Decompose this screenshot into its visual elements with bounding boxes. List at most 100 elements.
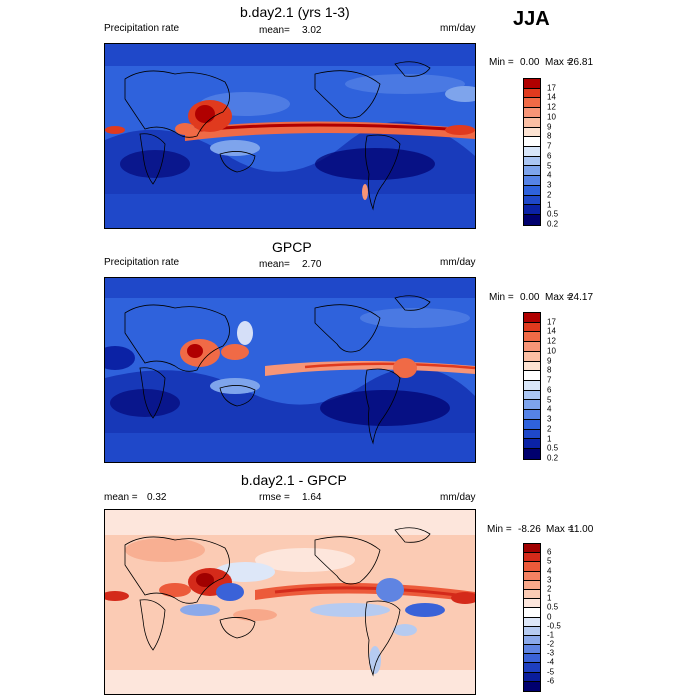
colorbar-swatch — [524, 390, 540, 401]
panel-3-mean-value: 0.32 — [147, 492, 167, 503]
colorbar-swatch — [524, 176, 540, 186]
colorbar-swatch — [524, 127, 540, 138]
panel-2-min-label: Min = — [489, 292, 514, 303]
panel-2-mean-value: 2.70 — [302, 259, 322, 270]
colorbar-swatch — [524, 185, 540, 196]
colorbar-tick-label: 10 — [547, 346, 556, 356]
colorbar-tick-label: 0.5 — [547, 209, 559, 219]
colorbar-tick-label: -6 — [547, 676, 555, 686]
colorbar-swatch — [524, 381, 540, 391]
colorbar-tick-label: 14 — [547, 326, 556, 336]
colorbar-swatch — [524, 553, 540, 563]
colorbar-swatch — [524, 439, 540, 450]
colorbar-tick-label: 0.2 — [547, 453, 559, 463]
colorbar-tick-label: 7 — [547, 375, 552, 385]
colorbar-tick-label: 0.2 — [547, 219, 559, 229]
panel-2-max-value: 24.17 — [568, 292, 594, 303]
panel-2-precipitation-map — [104, 277, 476, 463]
panel-3-min-value: -8.26 — [518, 524, 541, 535]
colorbar-tick-label: 1 — [547, 434, 552, 444]
colorbar-swatch — [524, 429, 540, 440]
panel-1-min-label: Min = — [489, 57, 514, 68]
colorbar-swatch — [524, 608, 540, 618]
colorbar-tick-label: 0.5 — [547, 443, 559, 453]
colorbar-swatch — [524, 635, 540, 646]
panel-1-variable-label: Precipitation rate — [104, 23, 180, 34]
colorbar-tick-label: 5 — [547, 395, 552, 405]
panel-1-colorbar-ticks: 17 14 12 10 9 8 7 6 5 4 3 2 1 0.5 0.2 — [547, 78, 587, 228]
colorbar-tick-label: 7 — [547, 141, 552, 151]
colorbar-swatch — [524, 79, 540, 89]
colorbar-tick-label: 17 — [547, 317, 556, 327]
panel-2-max-label: Max = — [545, 292, 573, 303]
colorbar-swatch — [524, 166, 540, 177]
colorbar-tick-label: 2 — [547, 424, 552, 434]
colorbar-swatch — [524, 205, 540, 216]
colorbar-swatch — [524, 617, 540, 627]
colorbar-tick-label: 9 — [547, 122, 552, 132]
colorbar-swatch — [524, 562, 540, 572]
panel-1-mean-label: mean= — [259, 25, 290, 36]
colorbar-tick-label: 8 — [547, 131, 552, 141]
colorbar-tick-label: 17 — [547, 83, 556, 93]
colorbar-swatch — [524, 580, 540, 590]
colorbar-tick-label: 6 — [547, 385, 552, 395]
colorbar-tick-label: 9 — [547, 356, 552, 366]
colorbar-tick-label: 3 — [547, 575, 552, 585]
panel-1-min-value: 0.00 — [520, 57, 540, 68]
panel-3-max-label: Max = — [546, 524, 574, 535]
colorbar-tick-label: 0 — [547, 612, 552, 621]
colorbar-swatch — [524, 449, 540, 459]
colorbar-swatch — [524, 410, 540, 420]
colorbar-swatch — [524, 626, 540, 636]
colorbar-swatch — [524, 544, 540, 554]
panel-3-units: mm/day — [440, 492, 476, 503]
colorbar-tick-label: -4 — [547, 657, 555, 667]
panel-3-colorbar-ticks: 6 5 4 3 2 1 0.5 0 -0.5 -1 -2 -3 -4 -5 -6 — [547, 543, 587, 690]
colorbar-tick-label: 3 — [547, 414, 552, 424]
colorbar-swatch — [524, 672, 540, 682]
colorbar-tick-label: -1 — [547, 630, 555, 640]
panel-2-mean-label: mean= — [259, 259, 290, 270]
panel-3-colorbar — [523, 543, 541, 692]
colorbar-tick-label: -3 — [547, 648, 555, 658]
colorbar-swatch — [524, 351, 540, 362]
colorbar-swatch — [524, 156, 540, 167]
panel-3-title: b.day2.1 - GPCP — [241, 472, 347, 488]
colorbar-tick-label: -5 — [547, 667, 555, 677]
panel-1-title: b.day2.1 (yrs 1-3) — [240, 4, 350, 20]
panel-3-mean-label: mean = — [104, 492, 138, 503]
season-label: JJA — [513, 8, 550, 30]
panel-3-min-label: Min = — [487, 524, 512, 535]
colorbar-swatch — [524, 599, 540, 609]
colorbar-tick-label: 2 — [547, 584, 552, 594]
colorbar-swatch — [524, 332, 540, 343]
panel-1-max-label: Max = — [545, 57, 573, 68]
panel-3-max-value: 11.00 — [569, 524, 594, 535]
colorbar-tick-label: -0.5 — [547, 621, 561, 631]
colorbar-tick-label: 3 — [547, 180, 552, 190]
colorbar-tick-label: 12 — [547, 336, 556, 346]
panel-2-title: GPCP — [272, 239, 312, 255]
colorbar-tick-label: 14 — [547, 92, 556, 102]
colorbar-swatch — [524, 313, 540, 323]
colorbar-tick-label: 8 — [547, 365, 552, 375]
colorbar-swatch — [524, 342, 540, 352]
colorbar-tick-label: 6 — [547, 151, 552, 161]
panel-2-units: mm/day — [440, 257, 476, 268]
panel-1-max-value: 26.81 — [568, 57, 594, 68]
colorbar-swatch — [524, 371, 540, 382]
colorbar-tick-label: 4 — [547, 404, 552, 414]
colorbar-swatch — [524, 571, 540, 581]
colorbar-swatch — [524, 400, 540, 411]
colorbar-swatch — [524, 195, 540, 206]
colorbar-tick-label: 4 — [547, 566, 552, 576]
colorbar-tick-label: -2 — [547, 639, 555, 649]
colorbar-swatch — [524, 88, 540, 99]
colorbar-tick-label: 4 — [547, 170, 552, 180]
colorbar-swatch — [524, 98, 540, 109]
colorbar-tick-label: 2 — [547, 190, 552, 200]
colorbar-swatch — [524, 322, 540, 333]
panel-3-rmse-label: rmse = — [259, 492, 290, 503]
colorbar-tick-label: 5 — [547, 161, 552, 171]
